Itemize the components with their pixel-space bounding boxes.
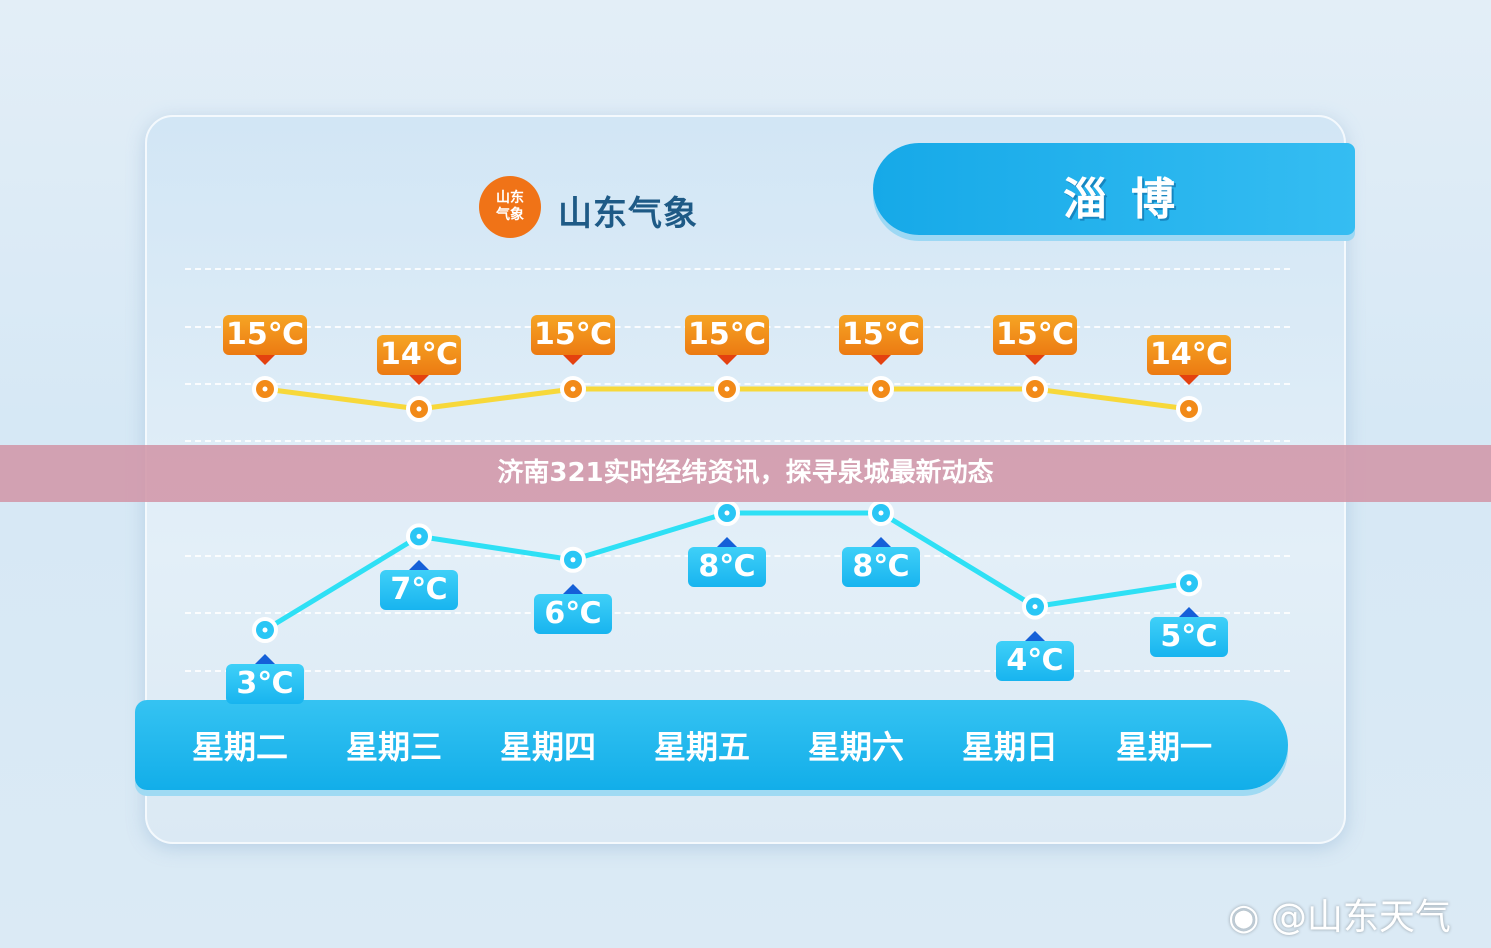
high-label-pointer [717,355,737,365]
low-label-pointer [871,537,891,547]
low-temp-label: 4℃ [996,640,1074,681]
low-temp-label: 3℃ [226,664,304,704]
high-temp-label: 14℃ [1147,335,1231,375]
grid-line [185,612,1290,614]
low-temp-point-center [570,557,576,563]
low-label-pointer [1025,630,1045,641]
high-temp-point-center [416,406,422,412]
shandong-meteorology-logo: 山东 气象 [479,176,541,238]
high-label-pointer [1179,375,1199,385]
low-temp-label: 8℃ [842,547,920,587]
weekday-label: 星期日 [961,728,1058,766]
high-temp-label: 15℃ [685,315,769,355]
low-label-pointer [563,583,583,594]
high-label-pointer [255,355,275,365]
high-temp-point-center [570,386,576,392]
low-label-pointer [717,537,737,547]
low-label-pointer [255,654,275,664]
low-temp-label: 5℃ [1150,617,1228,658]
low-temp-point-center [262,627,268,633]
low-temp-point-center [416,533,422,539]
weibo-watermark: ◉ @山东天气 [1228,897,1451,938]
weekday-label: 星期一 [1115,728,1212,766]
high-temp-label: 14℃ [377,335,461,375]
grid-line [185,440,1290,442]
high-temp-point-center [1032,386,1038,392]
high-temp-point-center [262,386,268,392]
high-label-pointer [871,355,891,365]
high-temp-label: 15℃ [223,315,307,355]
high-label-pointer [563,355,583,365]
weekday-label: 星期四 [499,728,596,766]
high-temp-point-center [878,386,884,392]
weekday-label: 星期五 [653,728,750,766]
high-label-pointer [409,375,429,385]
low-temp-label: 8℃ [688,547,766,587]
high-temp-point-center [1186,406,1192,412]
grid-line [185,268,1290,270]
low-label-pointer [1179,607,1199,618]
brand-name: 山东气象 [558,194,698,234]
weekday-label: 星期三 [345,728,442,766]
low-temp-point-center [1186,580,1192,586]
low-temp-point-center [724,510,730,516]
low-temp-label: 7℃ [380,570,458,611]
high-temp-label: 15℃ [993,315,1077,355]
weekday-bar [135,700,1288,790]
weekday-label: 星期六 [807,728,904,766]
low-temp-label: 6℃ [534,593,612,634]
city-banner: 淄博 [873,143,1355,235]
high-temp-point-center [724,386,730,392]
watermark-text: @山东天气 [1270,897,1451,938]
high-temp-label: 15℃ [531,315,615,355]
weekday-label: 星期二 [191,728,288,766]
city-name: 淄博 [1063,174,1199,225]
high-label-pointer [1025,355,1045,365]
low-label-pointer [409,560,429,571]
low-temp-point-center [1032,604,1038,610]
grid-line [185,670,1290,672]
low-temp-point-center [878,510,884,516]
high-temp-label: 15℃ [839,315,923,355]
overlay-title: 济南321实时经纬资讯，探寻泉城最新动态 [0,445,1491,502]
